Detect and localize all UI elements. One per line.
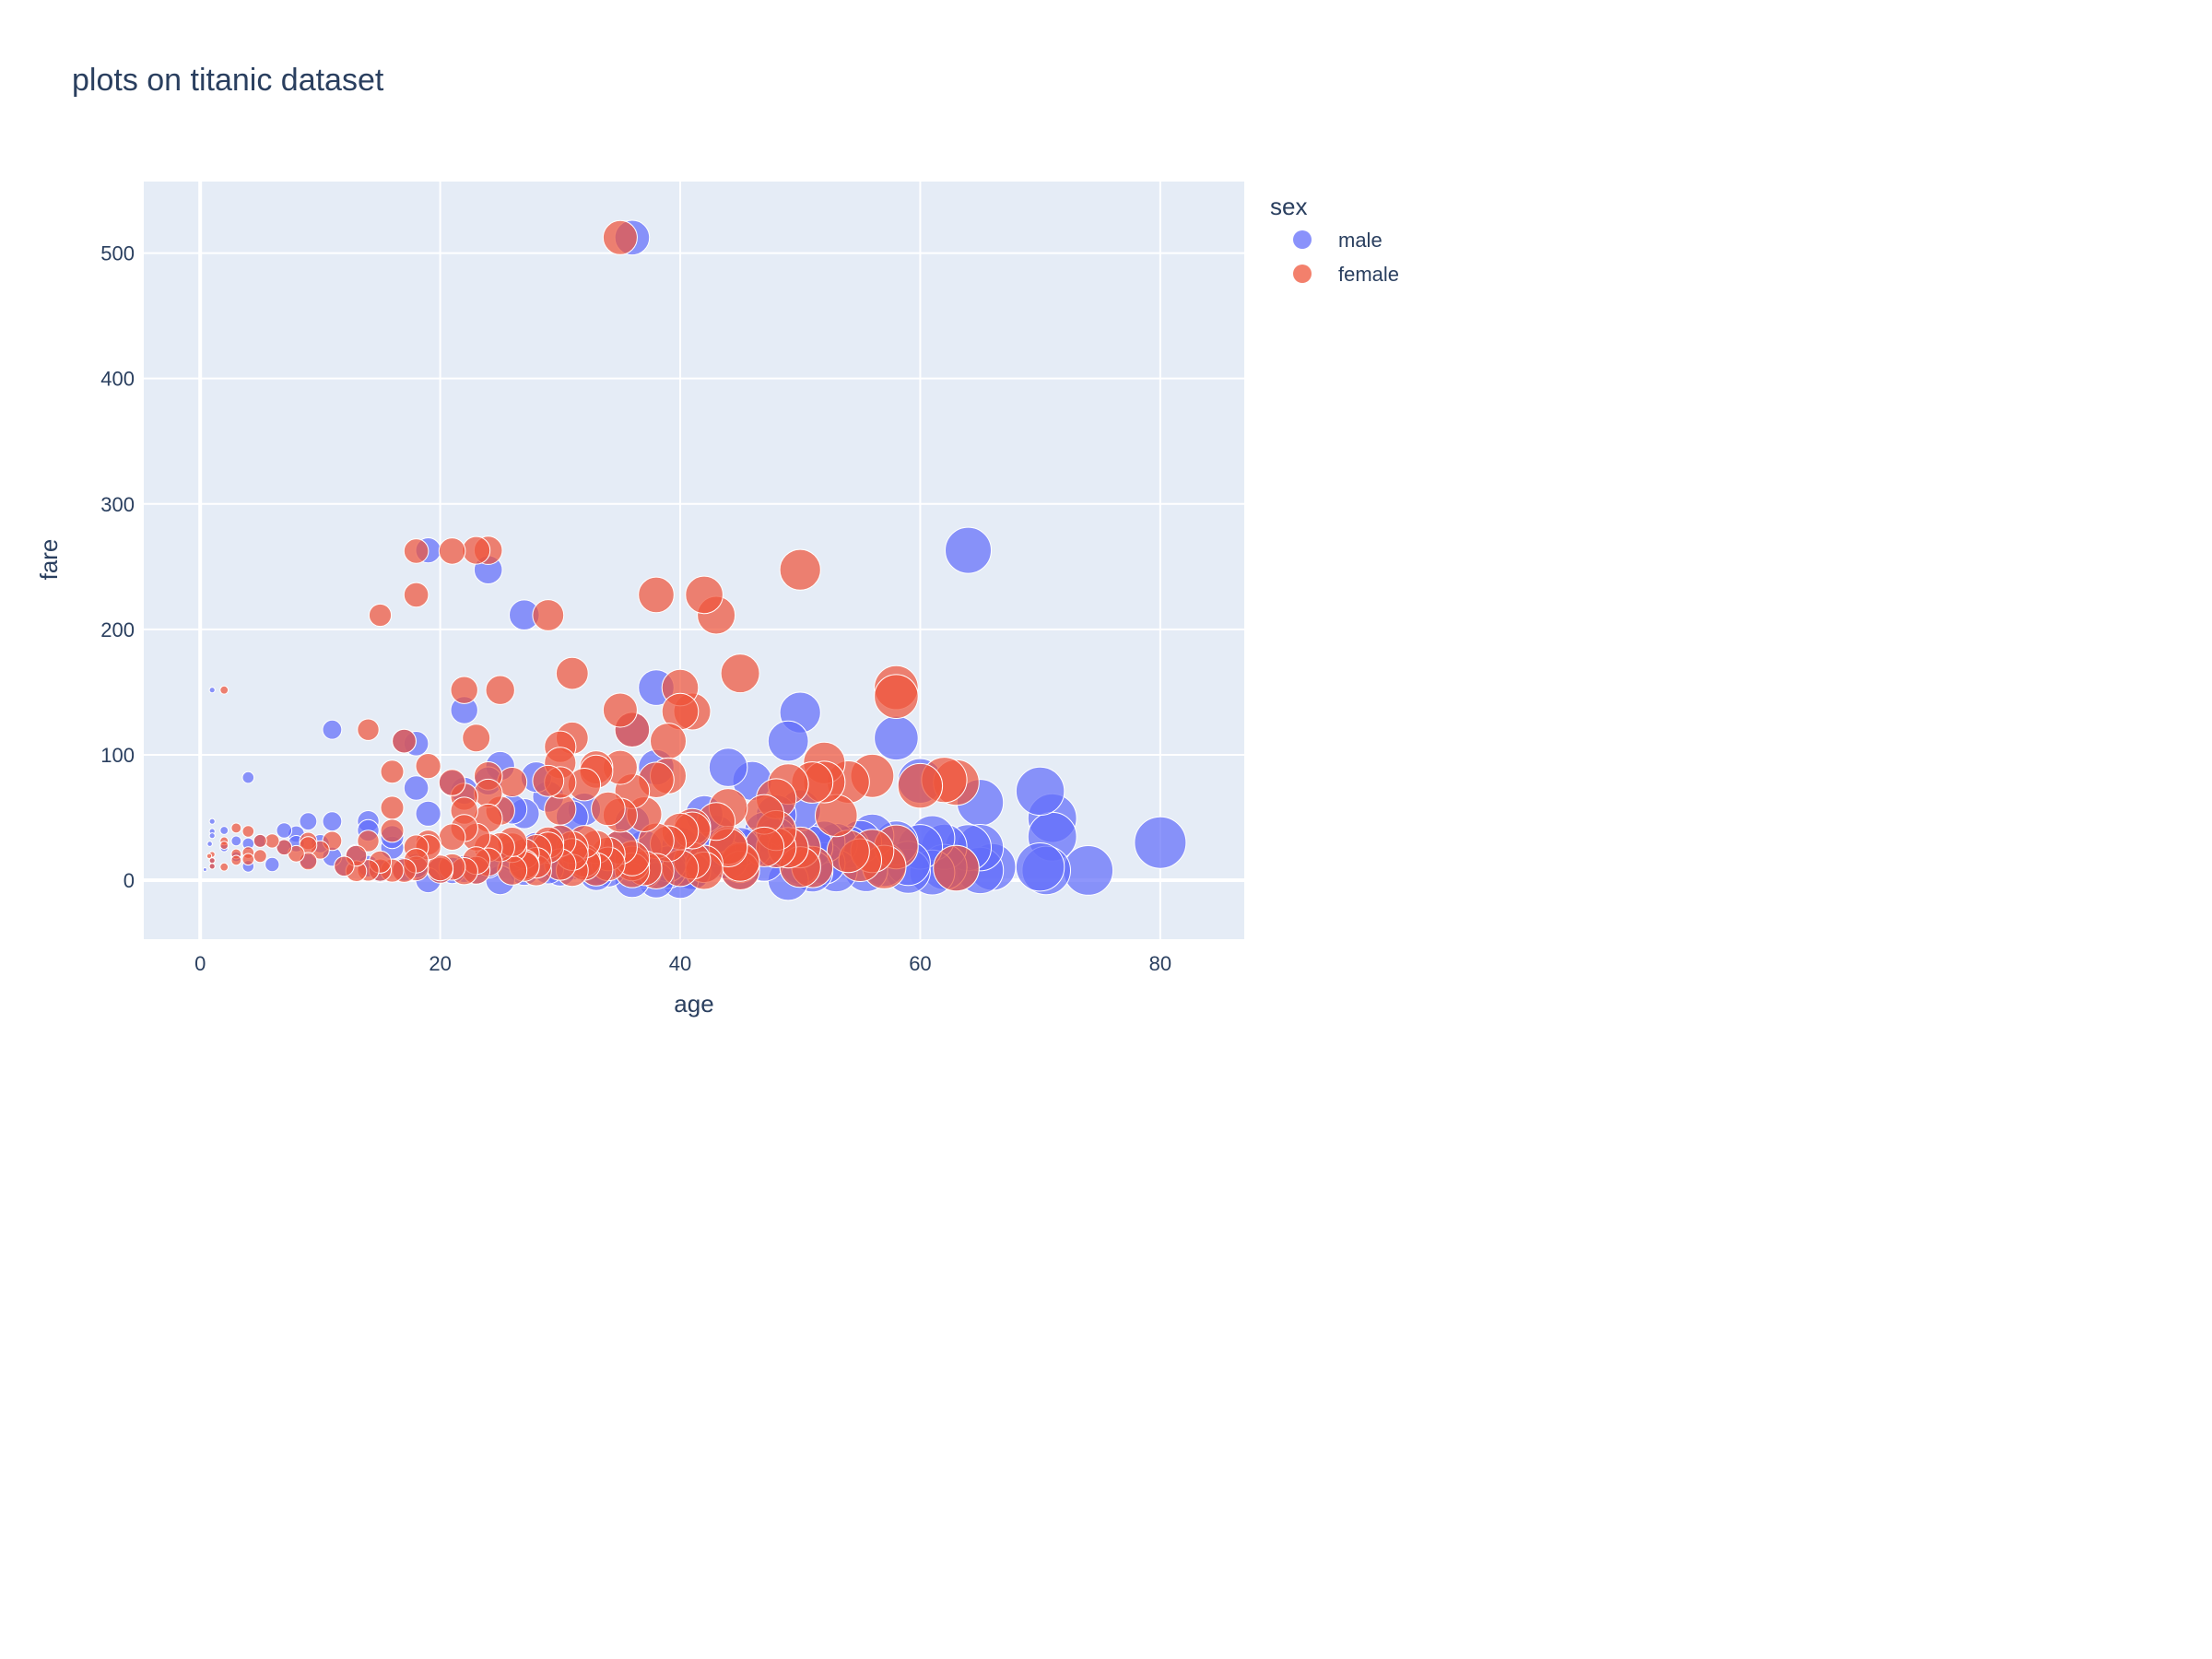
female-point xyxy=(602,219,638,255)
female-point xyxy=(276,839,293,856)
male-point xyxy=(219,826,229,835)
female-point xyxy=(462,535,491,565)
female-point xyxy=(392,728,417,754)
female-point xyxy=(208,863,216,870)
x-axis-title: age xyxy=(674,990,713,1018)
x-tick-label: 80 xyxy=(1149,952,1171,975)
y-tick-label: 400 xyxy=(100,368,135,391)
x-tick-label: 20 xyxy=(429,952,451,975)
male-point xyxy=(708,747,748,787)
female-point xyxy=(368,603,393,628)
male-point xyxy=(265,856,280,873)
x-tick-label: 40 xyxy=(669,952,691,975)
male-point xyxy=(206,841,213,847)
female-point xyxy=(438,823,466,852)
female-point xyxy=(334,855,355,877)
male-point xyxy=(874,715,919,761)
female-point xyxy=(685,575,724,615)
female-point xyxy=(380,759,405,784)
y-tick-label: 300 xyxy=(100,493,135,516)
female-point xyxy=(720,653,760,694)
female-point xyxy=(219,862,229,872)
male-point xyxy=(403,775,429,801)
male-point xyxy=(322,719,343,740)
female-point xyxy=(438,769,466,796)
y-tick-label: 500 xyxy=(100,242,135,265)
legend-marker-female xyxy=(1293,265,1312,283)
legend[interactable]: sex male female xyxy=(1270,193,1399,286)
male-point xyxy=(241,771,255,784)
legend-item-female[interactable]: female xyxy=(1293,263,1399,286)
female-point xyxy=(403,538,429,564)
y-tick-label: 200 xyxy=(100,618,135,641)
x-tick-label: 60 xyxy=(909,952,931,975)
legend-item-male[interactable]: male xyxy=(1293,229,1382,252)
female-point xyxy=(230,854,242,866)
female-point xyxy=(219,841,229,850)
data-points xyxy=(202,219,1187,901)
female-point xyxy=(219,685,229,695)
female-point xyxy=(253,833,267,848)
female-point xyxy=(357,830,380,853)
female-point xyxy=(415,753,441,780)
male-point xyxy=(208,818,216,825)
male-point xyxy=(322,811,343,832)
female-point xyxy=(206,853,213,859)
female-point xyxy=(638,576,675,614)
female-point xyxy=(462,724,491,753)
female-point xyxy=(241,853,255,866)
chart-title: plots on titanic dataset xyxy=(72,63,384,98)
legend-label-male: male xyxy=(1338,229,1382,252)
male-point xyxy=(1015,842,1065,892)
male-point xyxy=(208,687,216,694)
x-tick-label: 0 xyxy=(194,952,206,975)
female-point xyxy=(380,795,405,820)
female-point xyxy=(897,762,944,809)
male-point xyxy=(202,867,207,872)
female-point xyxy=(779,548,821,591)
male-point xyxy=(230,835,242,847)
female-point xyxy=(650,723,687,760)
female-point xyxy=(450,676,478,704)
female-point xyxy=(485,675,515,705)
legend-title: sex xyxy=(1270,193,1307,220)
female-point xyxy=(532,599,565,631)
female-point xyxy=(380,818,405,843)
female-point xyxy=(874,674,919,720)
female-point xyxy=(555,656,589,690)
female-point xyxy=(230,822,242,834)
female-point xyxy=(357,718,380,741)
y-tick-label: 0 xyxy=(124,869,135,892)
female-point xyxy=(532,764,565,797)
y-tick-label: 100 xyxy=(100,744,135,767)
female-point xyxy=(933,844,980,892)
male-point xyxy=(276,822,293,839)
male-point xyxy=(208,832,216,840)
female-point xyxy=(438,537,466,565)
male-point xyxy=(1134,816,1187,869)
legend-marker-male xyxy=(1293,230,1312,249)
female-point xyxy=(473,778,503,808)
legend-label-female: female xyxy=(1338,263,1399,286)
female-point xyxy=(265,833,280,849)
y-axis-title: fare xyxy=(35,539,63,581)
female-point xyxy=(591,791,626,827)
female-point xyxy=(403,582,429,608)
male-point xyxy=(767,720,809,762)
male-point xyxy=(415,800,441,827)
female-point xyxy=(602,692,638,728)
male-point xyxy=(1015,766,1065,817)
tick-labels: 0 20 40 60 80 0 100 200 300 400 500 xyxy=(100,242,1171,975)
male-point xyxy=(945,526,992,574)
grid xyxy=(144,182,1244,939)
bubble-chart: plots on titanic dataset 0 20 40 60 80 0 100 20… xyxy=(0,0,1430,1073)
female-point xyxy=(253,849,267,864)
series-female xyxy=(206,219,980,892)
male-point xyxy=(299,812,318,831)
female-point xyxy=(241,825,255,838)
